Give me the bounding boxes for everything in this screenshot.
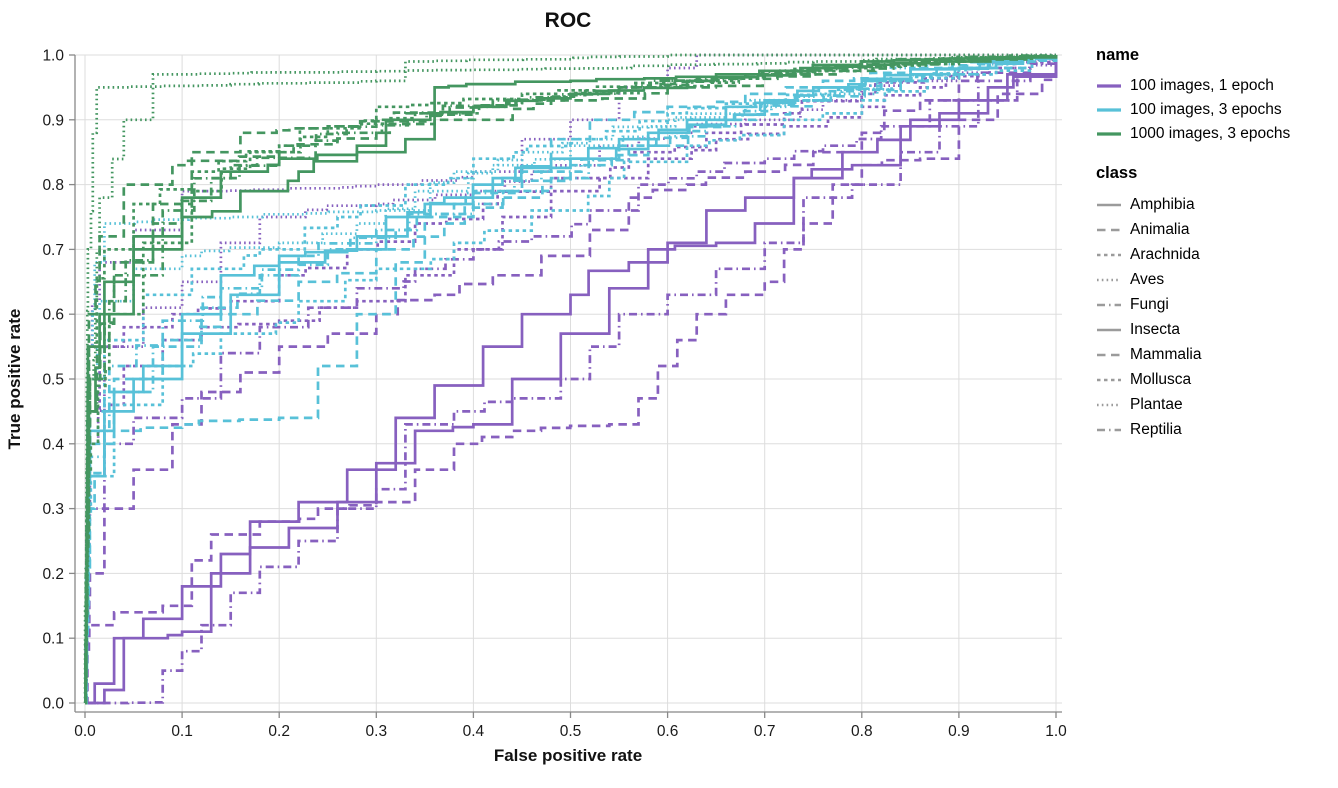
legend-entry-label: Mollusca bbox=[1130, 370, 1192, 388]
legend-class-entry: Plantae bbox=[1096, 392, 1331, 417]
line-swatch-icon bbox=[1097, 378, 1121, 381]
legend-class-entry: Reptilia bbox=[1096, 417, 1331, 442]
x-tick-label: 0.7 bbox=[754, 723, 776, 740]
roc-curve bbox=[85, 55, 1058, 705]
legend-entry-label: Insecta bbox=[1130, 320, 1180, 338]
line-swatch-icon bbox=[1097, 132, 1121, 136]
legend-class-entry: Mammalia bbox=[1096, 342, 1331, 367]
x-tick-label: 0.6 bbox=[657, 723, 679, 740]
x-tick-label: 0.4 bbox=[463, 723, 485, 740]
y-tick-label: 0.0 bbox=[42, 696, 64, 713]
roc-curve bbox=[84, 55, 1058, 705]
x-tick-label: 0.2 bbox=[268, 723, 290, 740]
line-swatch-icon bbox=[1097, 228, 1121, 231]
roc-curve bbox=[85, 55, 1058, 705]
y-tick-label: 0.5 bbox=[42, 372, 64, 389]
legend-entry-label: Animalia bbox=[1130, 220, 1190, 238]
tick-labels: 0.0 0.1 0.2 0.3 0.4 0.5 0.6 0.7 0.8 0.9 1.0 0.0 0.1 0… bbox=[42, 48, 1067, 741]
x-tick-label: 0.8 bbox=[851, 723, 873, 740]
legend-entry-label: Plantae bbox=[1130, 395, 1183, 413]
legend-entry-label: 1000 images, 3 epochs bbox=[1130, 125, 1291, 142]
legend-class-entry: Aves bbox=[1096, 267, 1331, 292]
y-tick-label: 0.9 bbox=[42, 112, 64, 129]
y-tick-label: 0.4 bbox=[42, 436, 64, 453]
legend-entry-label: Arachnida bbox=[1130, 245, 1200, 263]
legend-entry-label: 100 images, 3 epochs bbox=[1130, 101, 1282, 118]
legend-name-entry: 1000 images, 3 epochs bbox=[1096, 122, 1331, 146]
roc-curve bbox=[84, 55, 1058, 705]
y-tick-label: 0.3 bbox=[42, 501, 64, 518]
line-swatch-icon bbox=[1097, 328, 1121, 331]
roc-curve bbox=[84, 55, 1058, 705]
roc-curve bbox=[84, 53, 1056, 705]
y-tick-label: 0.8 bbox=[42, 177, 64, 194]
roc-curve bbox=[84, 54, 1058, 705]
legend-name-title: name bbox=[1096, 46, 1140, 64]
y-tick-label: 0.7 bbox=[42, 242, 64, 259]
line-swatch-icon bbox=[1097, 278, 1121, 281]
legend-class-entry: Arachnida bbox=[1096, 242, 1331, 267]
roc-curve bbox=[85, 55, 1058, 705]
roc-curve bbox=[84, 55, 1058, 705]
x-tick-label: 0.0 bbox=[74, 723, 96, 740]
legend-class-entry: Mollusca bbox=[1096, 367, 1331, 392]
legend-entry-label: Reptilia bbox=[1130, 420, 1182, 438]
legend-entry-label: Aves bbox=[1130, 270, 1165, 288]
legend-entry-label: 100 images, 1 epoch bbox=[1130, 77, 1274, 94]
line-swatch-icon bbox=[1097, 203, 1121, 206]
roc-curve bbox=[84, 55, 1058, 705]
y-tick-label: 0.6 bbox=[42, 307, 64, 324]
line-swatch-icon bbox=[1097, 303, 1121, 306]
roc-curves bbox=[83, 53, 1058, 705]
x-tick-label: 1.0 bbox=[1045, 723, 1067, 740]
line-swatch-icon bbox=[1097, 84, 1121, 88]
y-tick-label: 1.0 bbox=[42, 48, 64, 65]
x-tick-label: 0.3 bbox=[366, 723, 388, 740]
roc-curve bbox=[83, 55, 1058, 705]
x-tick-label: 0.1 bbox=[171, 723, 193, 740]
legend-name-entry: 100 images, 3 epochs bbox=[1096, 98, 1331, 122]
x-tick-label: 0.5 bbox=[560, 723, 582, 740]
chart-title: ROC bbox=[545, 9, 592, 32]
y-axis-label: True positive rate bbox=[5, 309, 24, 450]
roc-curve bbox=[84, 54, 1058, 705]
roc-curve bbox=[84, 55, 1058, 705]
roc-curve bbox=[83, 53, 1056, 705]
line-swatch-icon bbox=[1097, 403, 1121, 406]
legend: name 100 images, 1 epoch 100 images, 3 ep… bbox=[1096, 46, 1331, 442]
roc-curve bbox=[84, 54, 1058, 705]
legend-class-entries: Amphibia Animalia Arachnida Aves Fungi Insect… bbox=[1096, 192, 1331, 442]
roc-curve bbox=[85, 55, 1058, 705]
y-tick-label: 0.1 bbox=[42, 631, 64, 648]
legend-class-entry: Animalia bbox=[1096, 217, 1331, 242]
legend-class-entry: Amphibia bbox=[1096, 192, 1331, 217]
x-axis-label: False positive rate bbox=[494, 746, 642, 765]
line-swatch-icon bbox=[1097, 353, 1121, 356]
axes bbox=[69, 54, 1062, 718]
line-swatch-icon bbox=[1097, 428, 1121, 431]
legend-class-title: class bbox=[1096, 164, 1138, 182]
legend-name-entry: 100 images, 1 epoch bbox=[1096, 74, 1331, 98]
line-swatch-icon bbox=[1097, 108, 1121, 112]
legend-class-entry: Fungi bbox=[1096, 292, 1331, 317]
legend-class-entry: Insecta bbox=[1096, 317, 1331, 342]
y-tick-label: 0.2 bbox=[42, 566, 64, 583]
x-tick-label: 0.9 bbox=[948, 723, 970, 740]
legend-entry-label: Mammalia bbox=[1130, 345, 1202, 363]
legend-name-entries: 100 images, 1 epoch 100 images, 3 epochs 1… bbox=[1096, 74, 1331, 146]
roc-curve bbox=[85, 55, 1058, 705]
line-swatch-icon bbox=[1097, 253, 1121, 256]
legend-entry-label: Fungi bbox=[1130, 295, 1169, 313]
legend-entry-label: Amphibia bbox=[1130, 195, 1195, 213]
